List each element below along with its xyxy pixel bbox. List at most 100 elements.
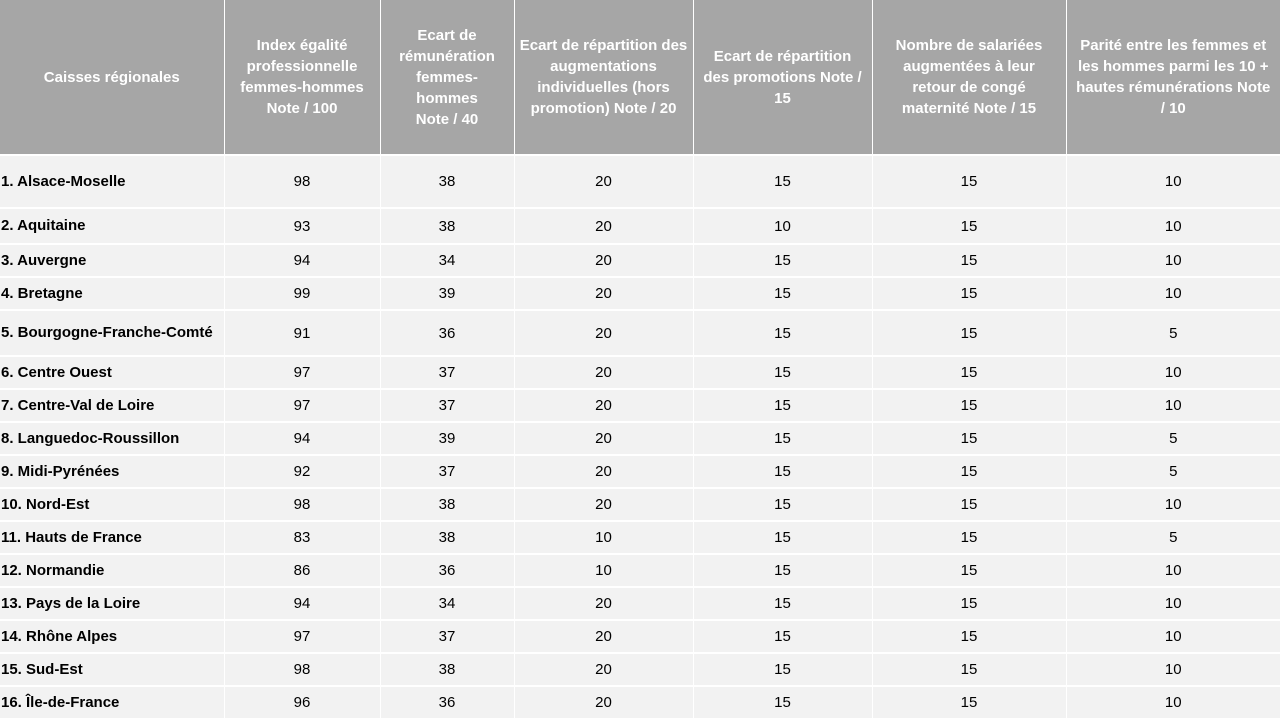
- cell-augmentations: 20: [514, 653, 694, 687]
- cell-maternite: 15: [872, 455, 1067, 489]
- cell-promotions: 15: [693, 356, 873, 390]
- header-parite-hautes-remunerations: Parité entre les femmes et les hommes pa…: [1066, 0, 1280, 156]
- cell-promotions: 15: [693, 389, 873, 423]
- header-index-egalite: Index égalité professionnelle femmes-hom…: [224, 0, 381, 156]
- cell-caisse-name: 8. Languedoc-Roussillon: [0, 422, 225, 456]
- cell-promotions: 15: [693, 620, 873, 654]
- cell-promotions: 15: [693, 554, 873, 588]
- cell-index: 91: [224, 310, 381, 357]
- cell-remuneration: 36: [380, 554, 515, 588]
- cell-parite: 10: [1066, 389, 1280, 423]
- cell-index: 94: [224, 587, 381, 621]
- cell-maternite: 15: [872, 244, 1067, 278]
- cell-index: 98: [224, 653, 381, 687]
- cell-index: 93: [224, 208, 381, 245]
- cell-caisse-name: 5. Bourgogne-Franche-Comté: [0, 310, 225, 357]
- cell-remuneration: 39: [380, 277, 515, 311]
- cell-maternite: 15: [872, 587, 1067, 621]
- table-row: 5. Bourgogne-Franche-Comté 91 36 20 15 15 5: [0, 310, 1280, 357]
- cell-maternite: 15: [872, 277, 1067, 311]
- cell-index: 86: [224, 554, 381, 588]
- cell-parite: 10: [1066, 208, 1280, 245]
- cell-index: 97: [224, 620, 381, 654]
- cell-remuneration: 37: [380, 389, 515, 423]
- cell-index: 94: [224, 244, 381, 278]
- cell-remuneration: 36: [380, 310, 515, 357]
- cell-parite: 5: [1066, 455, 1280, 489]
- cell-augmentations: 20: [514, 686, 694, 720]
- cell-index: 99: [224, 277, 381, 311]
- cell-index: 94: [224, 422, 381, 456]
- cell-augmentations: 20: [514, 244, 694, 278]
- cell-maternite: 15: [872, 356, 1067, 390]
- cell-augmentations: 20: [514, 620, 694, 654]
- cell-augmentations: 10: [514, 521, 694, 555]
- cell-remuneration: 37: [380, 356, 515, 390]
- cell-parite: 10: [1066, 554, 1280, 588]
- cell-parite: 10: [1066, 653, 1280, 687]
- table-row: 8. Languedoc-Roussillon 94 39 20 15 15 5: [0, 422, 1280, 456]
- cell-maternite: 15: [872, 488, 1067, 522]
- cell-promotions: 15: [693, 310, 873, 357]
- cell-promotions: 15: [693, 422, 873, 456]
- cell-parite: 10: [1066, 620, 1280, 654]
- cell-parite: 10: [1066, 488, 1280, 522]
- header-conge-maternite: Nombre de salariées augmentées à leur re…: [872, 0, 1067, 156]
- cell-caisse-name: 10. Nord-Est: [0, 488, 225, 522]
- cell-maternite: 15: [872, 653, 1067, 687]
- cell-parite: 5: [1066, 310, 1280, 357]
- header-ecart-remuneration: Ecart de rémunération femmes-hommes Note…: [380, 0, 515, 156]
- table-row: 1. Alsace-Moselle 98 38 20 15 15 10: [0, 155, 1280, 209]
- cell-remuneration: 38: [380, 521, 515, 555]
- cell-index: 97: [224, 356, 381, 390]
- table-row: 15. Sud-Est 98 38 20 15 15 10: [0, 653, 1280, 687]
- cell-caisse-name: 11. Hauts de France: [0, 521, 225, 555]
- cell-augmentations: 20: [514, 277, 694, 311]
- cell-promotions: 15: [693, 521, 873, 555]
- cell-promotions: 15: [693, 155, 873, 209]
- cell-remuneration: 38: [380, 208, 515, 245]
- cell-maternite: 15: [872, 686, 1067, 720]
- cell-promotions: 15: [693, 455, 873, 489]
- cell-augmentations: 20: [514, 356, 694, 390]
- cell-parite: 10: [1066, 155, 1280, 209]
- cell-promotions: 15: [693, 653, 873, 687]
- cell-caisse-name: 7. Centre-Val de Loire: [0, 389, 225, 423]
- cell-augmentations: 20: [514, 208, 694, 245]
- cell-parite: 10: [1066, 244, 1280, 278]
- cell-caisse-name: 2. Aquitaine: [0, 208, 225, 245]
- cell-promotions: 15: [693, 277, 873, 311]
- cell-maternite: 15: [872, 208, 1067, 245]
- cell-augmentations: 20: [514, 310, 694, 357]
- cell-index: 98: [224, 488, 381, 522]
- cell-caisse-name: 15. Sud-Est: [0, 653, 225, 687]
- cell-index: 96: [224, 686, 381, 720]
- cell-maternite: 15: [872, 620, 1067, 654]
- table-row: 13. Pays de la Loire 94 34 20 15 15 10: [0, 587, 1280, 621]
- cell-parite: 10: [1066, 686, 1280, 720]
- cell-remuneration: 38: [380, 155, 515, 209]
- cell-augmentations: 10: [514, 554, 694, 588]
- table-row: 4. Bretagne 99 39 20 15 15 10: [0, 277, 1280, 311]
- cell-caisse-name: 12. Normandie: [0, 554, 225, 588]
- cell-maternite: 15: [872, 554, 1067, 588]
- cell-augmentations: 20: [514, 587, 694, 621]
- table-row: 10. Nord-Est 98 38 20 15 15 10: [0, 488, 1280, 522]
- cell-index: 97: [224, 389, 381, 423]
- cell-maternite: 15: [872, 521, 1067, 555]
- cell-remuneration: 37: [380, 620, 515, 654]
- cell-index: 98: [224, 155, 381, 209]
- header-caisses-regionales: Caisses régionales: [0, 0, 225, 156]
- cell-maternite: 15: [872, 310, 1067, 357]
- cell-remuneration: 38: [380, 488, 515, 522]
- cell-remuneration: 34: [380, 587, 515, 621]
- table-row: 6. Centre Ouest 97 37 20 15 15 10: [0, 356, 1280, 390]
- cell-caisse-name: 3. Auvergne: [0, 244, 225, 278]
- table-row: 12. Normandie 86 36 10 15 15 10: [0, 554, 1280, 588]
- cell-remuneration: 36: [380, 686, 515, 720]
- cell-maternite: 15: [872, 422, 1067, 456]
- cell-augmentations: 20: [514, 488, 694, 522]
- cell-maternite: 15: [872, 155, 1067, 209]
- table-row: 7. Centre-Val de Loire 97 37 20 15 15 10: [0, 389, 1280, 423]
